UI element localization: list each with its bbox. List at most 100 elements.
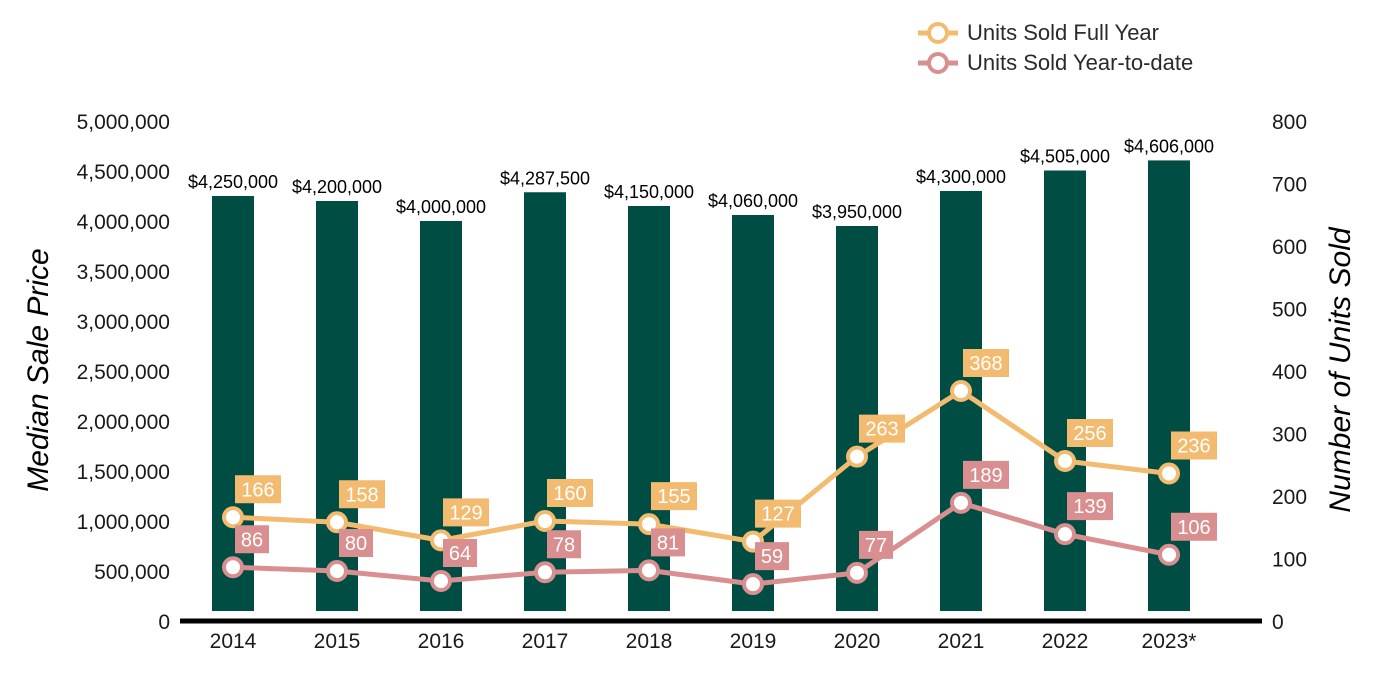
point-label-ytd-2023: 106: [1171, 512, 1217, 541]
point-label-bg: [755, 542, 789, 571]
y-left-tick: 500,000: [94, 561, 170, 584]
point-label-text: 106: [1177, 517, 1210, 539]
point-label-text: 78: [553, 534, 575, 556]
point-label-text: 139: [1073, 496, 1106, 518]
x-tick: 2014: [210, 630, 257, 653]
point-label-bg: [547, 479, 593, 507]
y-right-tick: 200: [1272, 486, 1307, 509]
point-label-bg: [1067, 492, 1113, 521]
bar-label-bg: [803, 200, 911, 224]
y-right-tick: 100: [1272, 549, 1307, 572]
point-label-text: 81: [657, 532, 679, 554]
bar-label-2018: $4,150,000: [595, 180, 703, 204]
point-ytd-2018: [638, 559, 660, 582]
point-ytd-2023: [1158, 543, 1180, 566]
bar-label-text: $4,606,000: [1124, 136, 1214, 156]
bar-label-2017: $4,287,500: [491, 166, 599, 191]
point-label-text: 129: [449, 502, 482, 524]
y-right-tick: 300: [1272, 424, 1307, 447]
point-label-text: 155: [657, 486, 690, 508]
point-label-ytd-2020: 77: [859, 530, 893, 559]
point-label-bg: [339, 529, 373, 557]
legend-label-full-year: Units Sold Full Year: [967, 20, 1159, 45]
point-ytd-2015: [326, 560, 348, 582]
point-ytd-2017: [534, 561, 556, 584]
point-label-bg: [547, 530, 581, 559]
y-left-tick: 2,500,000: [77, 361, 170, 384]
point-label-text: 158: [345, 484, 378, 506]
y-right-tick: 800: [1272, 111, 1307, 134]
point-label-bg: [963, 460, 1009, 489]
y-left-tick: 4,500,000: [77, 161, 170, 184]
x-tick: 2022: [1042, 630, 1089, 653]
x-tick: 2023*: [1142, 630, 1197, 653]
bar-label-bg: [595, 180, 703, 204]
legend-marker-ytd: [927, 52, 949, 74]
y-left-tick: 2,000,000: [77, 411, 170, 434]
legend-item-ytd: Units Sold Year-to-date: [918, 50, 1193, 75]
x-ticks: 2014 2015 2016 2017 2018 2019 2020 2021 2022 2023…: [210, 630, 1197, 653]
point-label-full-year-2014: 166: [235, 475, 281, 504]
bar-label-bg: [387, 195, 495, 219]
y-left-tick: 0: [158, 611, 170, 634]
point-label-full-year-2019: 127: [755, 499, 801, 528]
bar-label-text: $4,060,000: [708, 191, 798, 211]
y-left-tick: 3,500,000: [77, 261, 170, 284]
point-label-full-year-2016: 129: [443, 498, 489, 527]
legend-item-full-year: Units Sold Full Year: [918, 20, 1159, 45]
point-label-text: 256: [1073, 423, 1106, 445]
points-layer: [222, 380, 1180, 596]
bar-label-bg: [1115, 134, 1223, 159]
y-right-tick: 400: [1272, 361, 1307, 384]
bar-label-2021: $4,300,000: [907, 165, 1015, 189]
bar-label-text: $4,250,000: [188, 172, 278, 192]
point-full-year-2022: [1054, 450, 1076, 472]
point-label-text: 189: [969, 465, 1002, 487]
point-labels-layer: 166 158 129 160 155 127 263 368 256 236 86 80 64 78 81…: [235, 349, 1217, 571]
bar-2023: [1148, 160, 1190, 611]
y-left-tick: 4,000,000: [77, 211, 170, 234]
point-ytd-2019: [742, 573, 764, 596]
point-full-year-2020: [846, 445, 868, 468]
bar-label-2022: $4,505,000: [1011, 144, 1119, 169]
y-left-tick: 3,000,000: [77, 311, 170, 334]
y-right-tick: 500: [1272, 299, 1307, 322]
point-label-text: 59: [761, 546, 783, 568]
bar-label-bg: [491, 166, 599, 191]
line-full-year: [232, 388, 1170, 545]
point-label-bg: [443, 539, 477, 567]
point-label-ytd-2014: 86: [235, 525, 269, 554]
point-full-year-2014: [222, 506, 244, 529]
point-label-text: 64: [449, 543, 471, 565]
point-label-bg: [1171, 431, 1217, 460]
y-left-ticks: 0 500,000 1,000,000 1,500,000 2,000,000 2,500…: [77, 111, 170, 634]
point-label-bg: [859, 414, 905, 443]
point-label-full-year-2018: 155: [651, 482, 697, 511]
point-ytd-2020: [846, 561, 868, 584]
point-ytd-2022: [1054, 523, 1076, 546]
bar-label-text: $4,505,000: [1020, 147, 1110, 167]
point-label-ytd-2022: 139: [1067, 492, 1113, 521]
line-ytd: [232, 500, 1170, 587]
point-label-text: 86: [241, 529, 263, 551]
y-left-tick: 1,500,000: [77, 461, 170, 484]
bar-label-text: $4,150,000: [604, 182, 694, 202]
point-label-bg: [651, 528, 685, 557]
x-tick: 2018: [626, 630, 673, 653]
point-label-ytd-2016: 64: [443, 539, 477, 567]
bar-label-text: $4,287,500: [500, 168, 590, 188]
point-label-ytd-2017: 78: [547, 530, 581, 559]
bar-label-bg: [907, 165, 1015, 189]
y-axis-title-left: Median Sale Price: [22, 248, 55, 491]
point-label-text: 236: [1177, 436, 1210, 458]
legend: Units Sold Full Year Units Sold Year-to-…: [918, 20, 1193, 75]
x-tick: 2017: [522, 630, 569, 653]
bars-layer: [212, 160, 1190, 611]
y-axis-title-right: Number of Units Sold: [1324, 226, 1357, 512]
point-label-bg: [339, 480, 385, 509]
legend-label-ytd: Units Sold Year-to-date: [967, 50, 1193, 75]
point-label-bg: [963, 349, 1009, 377]
bar-label-text: $4,200,000: [292, 177, 382, 197]
x-tick: 2016: [418, 630, 465, 653]
